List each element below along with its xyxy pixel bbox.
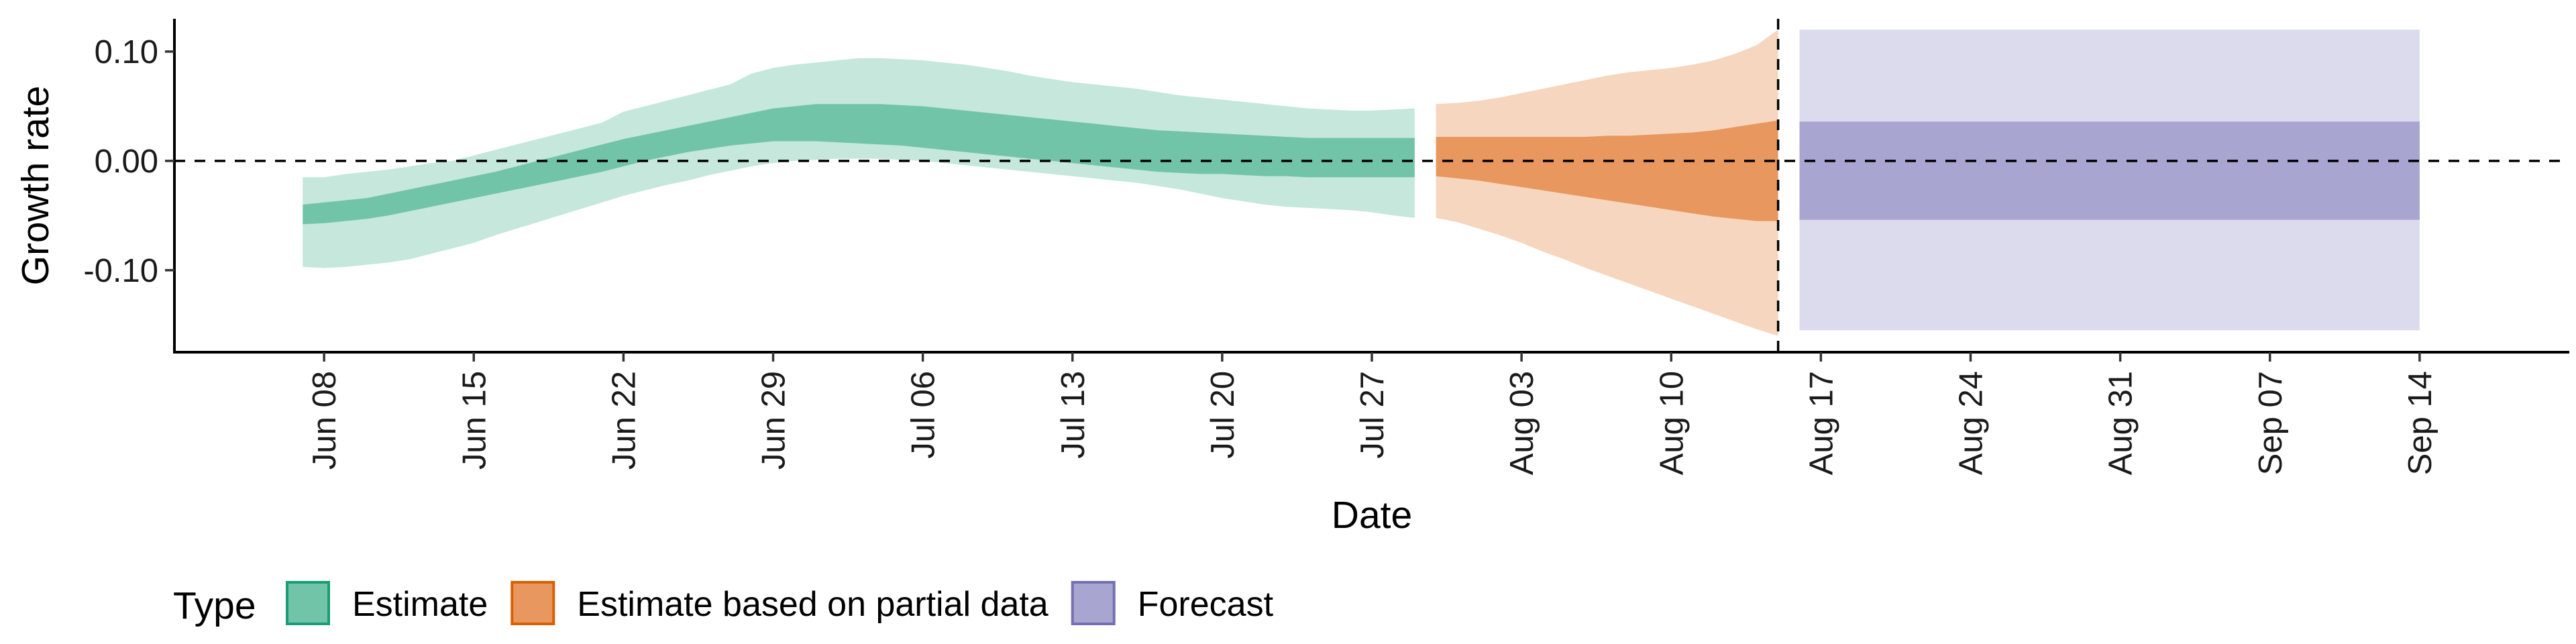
- estimate-legend-label: Estimate: [352, 585, 488, 624]
- y-tick-label: 0.00: [95, 144, 158, 180]
- y-tick-label: 0.10: [95, 34, 158, 70]
- x-tick-label: Aug 10: [1654, 371, 1690, 475]
- x-tick-label: Aug 24: [1953, 371, 1990, 475]
- x-tick-label: Jul 27: [1354, 371, 1391, 459]
- x-tick-label: Jun 22: [606, 371, 642, 470]
- x-axis-ticks: Jun 08 Jun 15 Jun 22 Jun 29 Jul 06 Jul 13 Jul …: [307, 352, 2438, 475]
- x-axis-title: Date: [1332, 494, 1412, 537]
- x-tick-label: Jun 08: [307, 371, 343, 470]
- estimate-based-on-partial-data-inner-band: [1436, 120, 1778, 221]
- forecast-inner-band: [1799, 121, 2420, 220]
- x-tick-label: Jun 15: [456, 371, 492, 470]
- x-tick-label: Jul 20: [1205, 371, 1241, 459]
- axes-layer: 0.100.00-0.10 Jun 08 Jun 15 Jun 22 Jun 29 Ju…: [14, 19, 2569, 537]
- x-tick-label: Aug 03: [1504, 371, 1540, 475]
- estimate-outer-band: [303, 58, 1415, 268]
- estimate-legend-swatch: [286, 581, 330, 625]
- y-axis-title: Growth rate: [14, 86, 57, 286]
- estimate-based-on-partial-data-legend-swatch: [511, 581, 555, 625]
- x-tick-label: Jul 13: [1055, 371, 1091, 459]
- estimate-based-on-partial-data-legend-label: Estimate based on partial data: [577, 585, 1049, 624]
- bands-layer: [303, 30, 2420, 336]
- legend-items: Estimate Estimate based on partial data Fo…: [286, 581, 1274, 625]
- x-tick-label: Aug 31: [2103, 371, 2139, 475]
- y-tick-label: -0.10: [83, 253, 158, 289]
- y-axis-ticks: 0.10 0.00 -0.10: [83, 34, 174, 289]
- x-tick-label: Aug 17: [1803, 371, 1839, 475]
- legend: Type Estimate Estimate based on partial d…: [173, 581, 1274, 627]
- x-tick-label: Sep 14: [2402, 371, 2438, 475]
- x-tick-label: Jul 06: [906, 371, 942, 459]
- reference-lines: [174, 19, 2569, 352]
- x-tick-label: Sep 07: [2253, 371, 2289, 475]
- estimate-inner-band: [303, 104, 1415, 225]
- forecast-legend-swatch: [1071, 581, 1116, 625]
- x-tick-label: Jun 29: [756, 371, 792, 470]
- forecast-legend-label: Forecast: [1138, 585, 1274, 624]
- legend-title: Type: [173, 584, 256, 627]
